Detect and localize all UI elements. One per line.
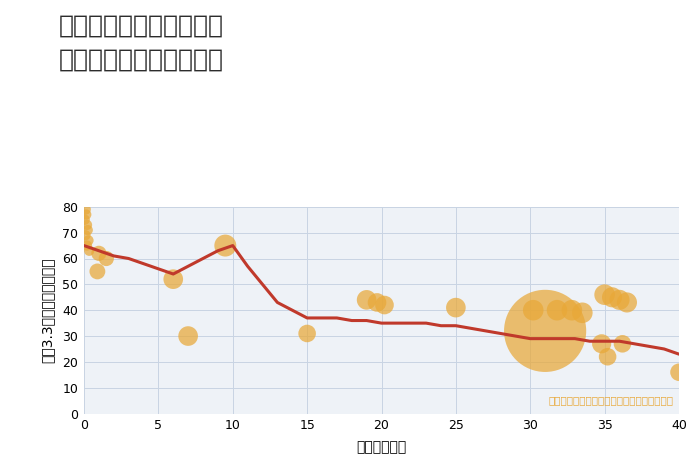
Point bbox=[79, 216, 90, 223]
Point bbox=[450, 304, 461, 311]
Text: 埼玉県日高市新堀新田の
築年数別中古戸建て価格: 埼玉県日高市新堀新田の 築年数別中古戸建て価格 bbox=[59, 14, 224, 71]
Point bbox=[81, 242, 92, 249]
Point bbox=[93, 250, 104, 257]
Point bbox=[80, 231, 91, 239]
Point bbox=[577, 309, 588, 317]
Point bbox=[673, 368, 685, 376]
Point bbox=[622, 299, 633, 306]
Point bbox=[80, 205, 91, 213]
Point bbox=[81, 221, 92, 228]
X-axis label: 築年数（年）: 築年数（年） bbox=[356, 440, 407, 454]
Point bbox=[540, 327, 551, 335]
Point bbox=[168, 275, 179, 283]
Point bbox=[372, 299, 383, 306]
Point bbox=[614, 296, 625, 304]
Point bbox=[83, 247, 94, 254]
Point bbox=[552, 306, 563, 314]
Point bbox=[302, 330, 313, 337]
Point bbox=[83, 236, 94, 244]
Point bbox=[599, 291, 610, 298]
Point bbox=[606, 293, 617, 301]
Point bbox=[82, 226, 93, 234]
Point bbox=[566, 306, 578, 314]
Point bbox=[92, 267, 103, 275]
Y-axis label: 坪（3.3㎡）単価（万円）: 坪（3.3㎡）単価（万円） bbox=[40, 258, 54, 363]
Point bbox=[379, 301, 390, 309]
Point bbox=[101, 255, 112, 262]
Point bbox=[617, 340, 628, 347]
Point bbox=[596, 340, 607, 347]
Point bbox=[220, 242, 231, 249]
Point bbox=[361, 296, 372, 304]
Text: 円の大きさは、取引のあった物件面積を示す: 円の大きさは、取引のあった物件面積を示す bbox=[548, 395, 673, 405]
Point bbox=[528, 306, 539, 314]
Point bbox=[80, 211, 92, 218]
Point bbox=[183, 332, 194, 340]
Point bbox=[602, 353, 613, 360]
